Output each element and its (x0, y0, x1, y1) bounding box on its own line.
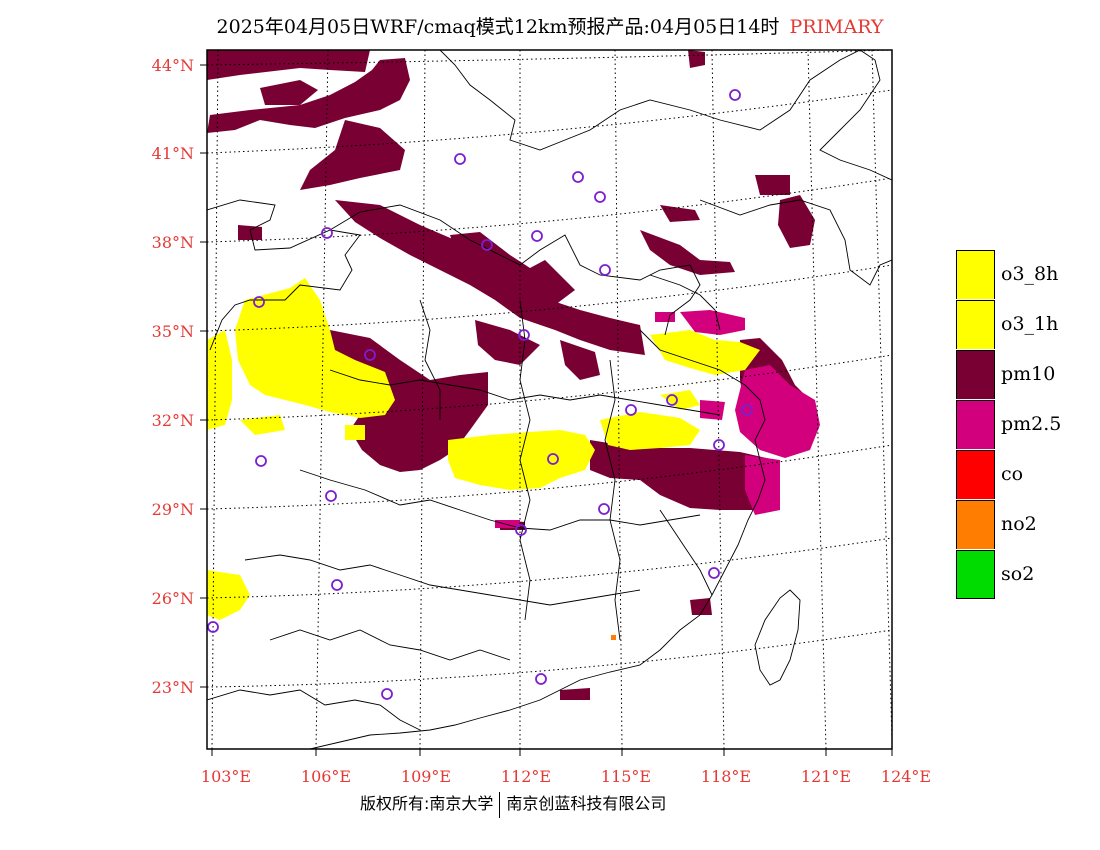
lon-label-124e: 124°E (881, 767, 931, 786)
lat-label-29n: 29°N (152, 500, 194, 519)
lat-label-23n: 23°N (152, 678, 194, 697)
legend-item-so2: so2 (956, 549, 1061, 599)
legend-label: pm10 (1001, 363, 1056, 385)
lat-label-32n: 32°N (152, 411, 194, 430)
legend-label: o3_1h (1001, 313, 1059, 335)
lat-label-41n: 41°N (152, 144, 194, 163)
legend-swatch (956, 399, 995, 449)
legend-swatch (956, 549, 995, 599)
lon-label-109e: 109°E (401, 767, 451, 786)
legend-label: co (1001, 463, 1024, 485)
legend-item-pm10: pm10 (956, 349, 1061, 399)
legend-swatch (956, 349, 995, 399)
lat-label-35n: 35°N (152, 322, 194, 341)
legend-item-pm25: pm2.5 (956, 399, 1061, 449)
pollution-layer (207, 50, 820, 700)
lon-label-121e: 121°E (801, 767, 851, 786)
station-markers (207, 89, 753, 700)
legend-label: pm2.5 (1001, 413, 1062, 435)
lon-label-115e: 115°E (601, 767, 651, 786)
title-primary-tag: PRIMARY (789, 16, 884, 38)
copyright-footer: 版权所有:南京大学 南京创蓝科技有限公司 (360, 790, 666, 818)
title-main: 2025年04月05日WRF/cmaq模式12km预报产品:04月05日14时 (216, 16, 780, 38)
legend-swatch (956, 449, 995, 499)
legend-swatch (956, 299, 995, 349)
lat-label-38n: 38°N (152, 233, 194, 252)
lat-label-26n: 26°N (152, 589, 194, 608)
copyright-left: 版权所有:南京大学 (360, 794, 494, 813)
legend-label: so2 (1001, 563, 1035, 585)
longitude-labels: 103°E 106°E 109°E 112°E 115°E 118°E 121°… (201, 767, 931, 786)
latitude-labels: 44°N 41°N 38°N 35°N 32°N 29°N 26°N 23°N (152, 56, 194, 697)
lon-label-112e: 112°E (501, 767, 551, 786)
copyright-right: 南京创蓝科技有限公司 (506, 794, 667, 813)
map-frame (206, 49, 893, 750)
legend-label: o3_8h (1001, 263, 1059, 285)
no2-cell (611, 635, 616, 640)
legend-item-o3-8h: o3_8h (956, 249, 1061, 299)
map-title: 2025年04月05日WRF/cmaq模式12km预报产品:04月05日14时 P… (0, 12, 1100, 39)
legend-label: no2 (1001, 513, 1037, 535)
o3-regions (207, 278, 760, 620)
pollutant-legend: o3_8h o3_1h pm10 pm2.5 co no2 so2 (956, 249, 1061, 599)
copyright-divider (499, 791, 501, 818)
legend-swatch (956, 499, 995, 549)
tick-marks (200, 64, 893, 756)
pm10-regions (207, 50, 815, 700)
lon-label-103e: 103°E (201, 767, 251, 786)
lat-label-44n: 44°N (152, 56, 194, 75)
legend-item-o3-1h: o3_1h (956, 299, 1061, 349)
legend-item-no2: no2 (956, 499, 1061, 549)
legend-item-co: co (956, 449, 1061, 499)
pm25-regions (495, 310, 820, 528)
lon-label-106e: 106°E (301, 767, 351, 786)
boundaries (207, 50, 892, 749)
lon-label-118e: 118°E (701, 767, 751, 786)
legend-swatch (956, 249, 995, 299)
